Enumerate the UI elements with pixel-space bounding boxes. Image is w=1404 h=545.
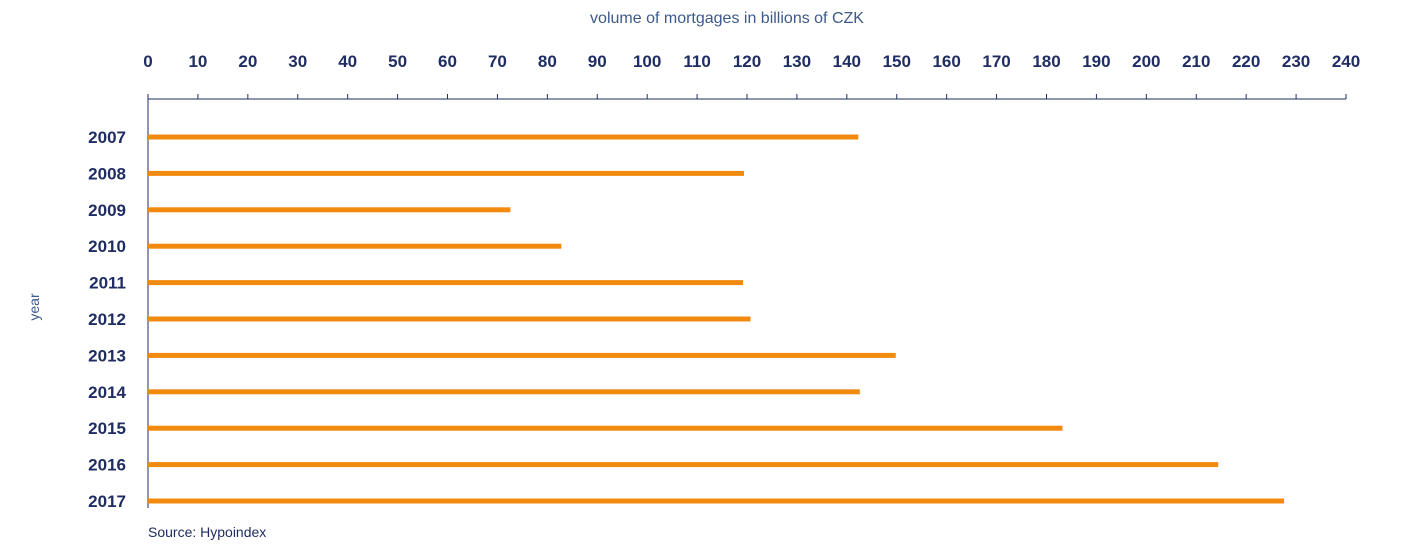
category-label: 2009	[88, 201, 126, 220]
x-axis-label: volume of mortgages in billions of CZK	[590, 10, 864, 27]
x-tick-label: 120	[733, 52, 761, 71]
bar	[148, 425, 1063, 431]
x-tick-label: 90	[588, 52, 607, 71]
x-tick-label: 150	[883, 52, 911, 71]
x-tick-label: 240	[1332, 52, 1360, 71]
category-label: 2011	[89, 274, 126, 293]
category-label: 2008	[88, 164, 126, 183]
category-label: 2014	[88, 383, 126, 402]
y-axis-label: year	[26, 293, 42, 321]
x-tick-label: 100	[633, 52, 661, 71]
source-note: Source: Hypoindex	[148, 524, 266, 540]
x-tick-label: 200	[1132, 52, 1160, 71]
x-tick-label: 0	[143, 52, 152, 71]
x-tick-label: 140	[833, 52, 861, 71]
x-tick-labels: 0 10 20 30 40 50 60 70 80 90 100 110 120 130 140 150 160…	[143, 52, 1360, 71]
bar	[148, 280, 744, 286]
x-tick-label: 130	[783, 52, 811, 71]
x-tick-label: 190	[1082, 52, 1110, 71]
x-tick-label: 230	[1282, 52, 1310, 71]
category-label: 2016	[88, 456, 126, 475]
x-tick-label: 180	[1032, 52, 1060, 71]
x-tick-label: 40	[338, 52, 357, 71]
category-label: 2013	[88, 346, 126, 365]
bar	[148, 462, 1219, 468]
x-tick-label: 30	[288, 52, 307, 71]
x-tick-label: 160	[932, 52, 960, 71]
x-tick-label: 210	[1182, 52, 1210, 71]
category-label: 2012	[88, 310, 126, 329]
x-tick-label: 170	[982, 52, 1010, 71]
x-tick-label: 60	[438, 52, 457, 71]
bar	[148, 352, 896, 358]
bar	[148, 207, 511, 213]
x-tick-label: 70	[488, 52, 507, 71]
bar	[148, 389, 860, 395]
x-tick-label: 50	[388, 52, 407, 71]
category-label: 2010	[88, 237, 126, 256]
axes	[147, 94, 1347, 508]
x-tick-label: 20	[238, 52, 257, 71]
category-label: 2007	[88, 128, 126, 147]
category-label: 2017	[88, 492, 126, 511]
category-label: 2015	[88, 419, 126, 438]
bar	[148, 170, 745, 176]
x-tick-label: 220	[1232, 52, 1260, 71]
bars	[148, 134, 1285, 504]
y-category-labels: 2007 2008 2009 2010 2011 2012 2013 2014 2015 2016…	[88, 128, 126, 511]
x-tick-label: 10	[188, 52, 207, 71]
x-tick-label: 110	[683, 52, 710, 71]
bar	[148, 316, 751, 322]
bar	[148, 498, 1285, 504]
bar	[148, 243, 562, 249]
x-tick-label: 80	[538, 52, 557, 71]
bar	[148, 134, 859, 140]
